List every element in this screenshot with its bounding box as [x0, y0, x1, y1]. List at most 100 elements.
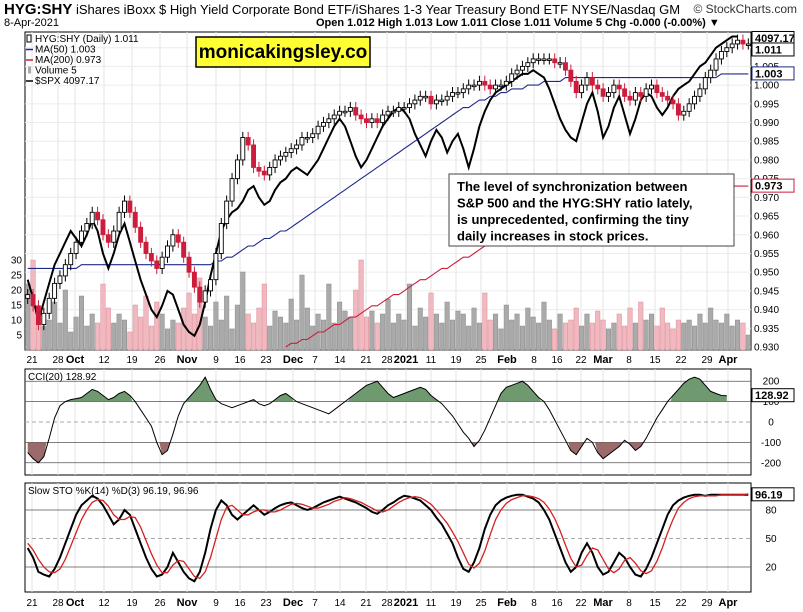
volume-bar [498, 328, 504, 351]
volume-bar [170, 319, 176, 351]
chart-title: HYG:SHY iShares iBoxx $ High Yield Corpo… [4, 1, 680, 18]
candle-body [35, 305, 41, 326]
candle-body [493, 84, 499, 90]
volume-bar [165, 328, 171, 351]
volume-tick-label: 10 [11, 316, 23, 327]
volume-bar [369, 310, 375, 351]
candle-body [460, 88, 466, 94]
volume-bar [439, 322, 445, 351]
volume-bar [444, 301, 450, 351]
x-tick-label: 9 [213, 598, 219, 609]
candle-body [407, 103, 412, 109]
candle-body [315, 125, 321, 135]
x-tick-label: 9 [213, 355, 219, 366]
x-tick-label: 19 [450, 355, 462, 366]
volume-bar [675, 319, 681, 351]
candle-body [692, 95, 697, 105]
volume-bar [589, 322, 595, 351]
candle-body [498, 84, 504, 88]
volume-bar [89, 313, 95, 351]
volume-bar [267, 325, 273, 351]
volume-bar [611, 322, 617, 351]
x-tick-label: 22 [675, 355, 687, 366]
candle-body [643, 88, 649, 97]
spx-last-label: 4097.17 [755, 33, 795, 45]
volume-bar [605, 328, 611, 351]
candle-body [611, 84, 617, 94]
candle-body [148, 253, 154, 262]
volume-bar [665, 322, 671, 351]
candle-body [41, 312, 47, 326]
candle-body [579, 84, 585, 94]
volume-bar [713, 319, 719, 351]
volume-bar [390, 322, 396, 351]
volume-bar [428, 292, 434, 351]
candle-body [536, 58, 542, 61]
x-tick-label: 11 [426, 598, 437, 609]
cci-last-label-box [751, 388, 795, 403]
x-tick-label: 22 [575, 598, 587, 609]
volume-bar [493, 313, 499, 351]
volume-bar [702, 322, 708, 351]
volume-bar [78, 295, 84, 351]
volume-bar [627, 307, 633, 351]
candle-body [697, 88, 703, 97]
volume-bar [105, 307, 111, 351]
x-tick-label: 28 [52, 355, 64, 366]
volume-bar [310, 325, 316, 351]
candle-body [439, 99, 445, 103]
candle-body [396, 107, 402, 112]
volume-bar [272, 310, 278, 351]
candle-body [525, 62, 531, 67]
axis-labels: 0.930 0.935 0.940 0.945 0.950 0.955 0.960 0.965… [11, 30, 795, 609]
volume-bar [138, 316, 144, 351]
volume-bar [622, 325, 628, 351]
candle-body [622, 88, 628, 97]
candle-body [229, 178, 235, 202]
price-last-label-box [751, 42, 795, 57]
candle-body [385, 110, 391, 116]
candle-body [272, 159, 278, 168]
legend-swatch [26, 34, 32, 43]
candle-body [546, 58, 552, 61]
candle-body [197, 286, 203, 303]
annotation-line: daily increases in stock prices. [457, 229, 649, 244]
candle-body [218, 223, 224, 254]
volume-bar [476, 322, 482, 351]
candle-body [111, 230, 117, 243]
annotation-line: is unprecedented, confirming the tiny [457, 212, 690, 227]
volume-tick-label: 30 [11, 256, 23, 267]
watermark-box: monicakingsley.co [195, 36, 371, 68]
cci-tick-label: -200 [761, 458, 781, 469]
volume-bar [530, 316, 536, 351]
volume-bar [654, 325, 660, 351]
ma200-last-label: 0.973 [755, 181, 783, 193]
volume-tick-label: 25 [11, 271, 23, 282]
candle-body [299, 137, 305, 146]
volume-bar [638, 301, 644, 351]
cci-tick-label: -100 [761, 438, 781, 449]
x-tick-label: 29 [701, 598, 713, 609]
candle-body [213, 253, 219, 281]
candle-body [267, 166, 273, 176]
legend-label: Volume 5 [35, 66, 77, 77]
volume-bar [396, 313, 402, 351]
x-tick-label: 22 [675, 598, 687, 609]
volume-bar [294, 319, 300, 351]
candle-body [471, 84, 477, 88]
candle-body [234, 159, 240, 180]
candle-body [412, 99, 418, 105]
candle-body [208, 279, 213, 292]
price-tick-label: 0.945 [754, 286, 779, 297]
volume-tick-label: 15 [11, 301, 23, 312]
x-tick-label: 19 [450, 598, 462, 609]
x-tick-label: 16 [551, 598, 563, 609]
ma50-line [27, 73, 749, 269]
x-tick-label: 21 [360, 598, 372, 609]
x-tick-label: 25 [475, 598, 487, 609]
volume-bar [546, 319, 552, 351]
candle-body [466, 84, 472, 90]
volume-bar [729, 325, 735, 351]
candle-body [132, 211, 138, 228]
